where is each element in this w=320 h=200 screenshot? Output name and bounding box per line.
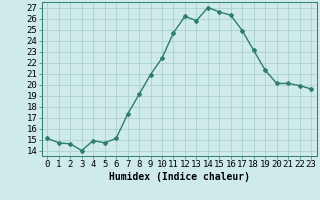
X-axis label: Humidex (Indice chaleur): Humidex (Indice chaleur) bbox=[109, 172, 250, 182]
